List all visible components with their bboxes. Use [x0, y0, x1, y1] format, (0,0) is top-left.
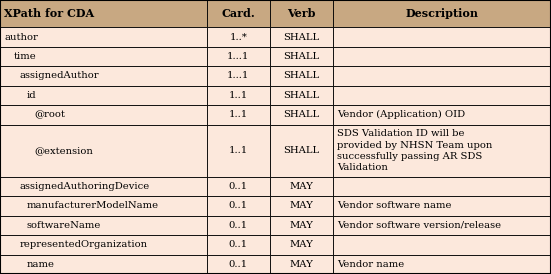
Text: SHALL: SHALL: [284, 72, 320, 80]
Bar: [333, 105, 551, 125]
Bar: [0, 177, 207, 196]
Text: id: id: [26, 91, 36, 100]
Bar: [207, 216, 270, 235]
Text: author: author: [4, 33, 38, 41]
Bar: [270, 86, 333, 105]
Bar: [207, 255, 270, 274]
Bar: [333, 86, 551, 105]
Text: SHALL: SHALL: [284, 146, 320, 155]
Bar: [270, 0, 333, 27]
Bar: [333, 27, 551, 47]
Bar: [333, 125, 551, 177]
Bar: [270, 47, 333, 66]
Text: SDS Validation ID will be
provided by NHSN Team upon
successfully passing AR SDS: SDS Validation ID will be provided by NH…: [337, 130, 492, 172]
Text: 1..1: 1..1: [229, 91, 248, 100]
Text: Verb: Verb: [288, 8, 316, 19]
Bar: [270, 105, 333, 125]
Bar: [207, 196, 270, 216]
Text: time: time: [14, 52, 36, 61]
Bar: [0, 47, 207, 66]
Text: MAY: MAY: [290, 221, 314, 230]
Text: Vendor (Application) OID: Vendor (Application) OID: [337, 110, 465, 119]
Text: SHALL: SHALL: [284, 33, 320, 41]
Text: 1...1: 1...1: [227, 72, 250, 80]
Bar: [333, 0, 551, 27]
Text: Description: Description: [406, 8, 479, 19]
Bar: [270, 177, 333, 196]
Text: 1..1: 1..1: [229, 110, 248, 119]
Bar: [0, 105, 207, 125]
Bar: [207, 86, 270, 105]
Text: 0..1: 0..1: [229, 182, 248, 191]
Bar: [207, 235, 270, 255]
Text: softwareName: softwareName: [26, 221, 101, 230]
Text: assignedAuthoringDevice: assignedAuthoringDevice: [19, 182, 149, 191]
Text: XPath for CDA: XPath for CDA: [4, 8, 95, 19]
Text: Vendor name: Vendor name: [337, 260, 404, 269]
Text: 0..1: 0..1: [229, 221, 248, 230]
Text: 0..1: 0..1: [229, 240, 248, 249]
Bar: [270, 66, 333, 86]
Bar: [207, 0, 270, 27]
Bar: [333, 235, 551, 255]
Text: SHALL: SHALL: [284, 110, 320, 119]
Bar: [207, 177, 270, 196]
Text: 0..1: 0..1: [229, 201, 248, 210]
Bar: [0, 216, 207, 235]
Bar: [207, 27, 270, 47]
Bar: [333, 177, 551, 196]
Text: 0..1: 0..1: [229, 260, 248, 269]
Bar: [270, 255, 333, 274]
Text: Vendor software name: Vendor software name: [337, 201, 451, 210]
Text: 1...1: 1...1: [227, 52, 250, 61]
Text: @extension: @extension: [34, 146, 93, 155]
Bar: [333, 196, 551, 216]
Text: Vendor software version/release: Vendor software version/release: [337, 221, 501, 230]
Text: 1..1: 1..1: [229, 146, 248, 155]
Bar: [0, 196, 207, 216]
Bar: [270, 125, 333, 177]
Bar: [0, 27, 207, 47]
Bar: [333, 66, 551, 86]
Bar: [270, 27, 333, 47]
Bar: [207, 105, 270, 125]
Bar: [0, 66, 207, 86]
Text: representedOrganization: representedOrganization: [19, 240, 148, 249]
Bar: [270, 235, 333, 255]
Text: assignedAuthor: assignedAuthor: [19, 72, 99, 80]
Text: 1..*: 1..*: [229, 33, 247, 41]
Bar: [207, 66, 270, 86]
Bar: [0, 235, 207, 255]
Text: MAY: MAY: [290, 182, 314, 191]
Bar: [207, 125, 270, 177]
Bar: [0, 86, 207, 105]
Bar: [0, 255, 207, 274]
Text: SHALL: SHALL: [284, 91, 320, 100]
Text: MAY: MAY: [290, 201, 314, 210]
Bar: [270, 196, 333, 216]
Bar: [207, 47, 270, 66]
Bar: [333, 47, 551, 66]
Bar: [0, 125, 207, 177]
Text: Card.: Card.: [222, 8, 255, 19]
Text: SHALL: SHALL: [284, 52, 320, 61]
Bar: [270, 216, 333, 235]
Bar: [333, 216, 551, 235]
Text: manufacturerModelName: manufacturerModelName: [26, 201, 159, 210]
Text: @root: @root: [34, 110, 65, 119]
Bar: [333, 255, 551, 274]
Bar: [0, 0, 207, 27]
Text: name: name: [26, 260, 55, 269]
Text: MAY: MAY: [290, 240, 314, 249]
Text: MAY: MAY: [290, 260, 314, 269]
